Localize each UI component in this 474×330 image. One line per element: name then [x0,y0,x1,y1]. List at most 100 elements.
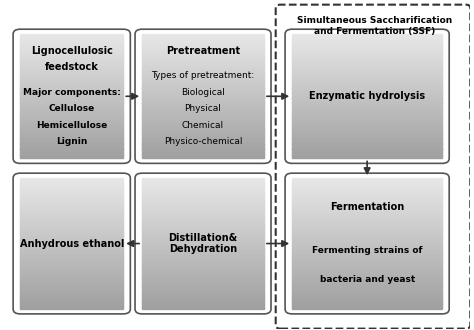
Bar [142,284,264,285]
Bar [142,142,264,144]
Bar [292,40,442,42]
Bar [20,212,123,214]
Bar [292,61,442,63]
Bar [292,96,442,98]
Bar [142,146,264,147]
Bar [142,250,264,251]
Bar [142,279,264,280]
Bar [292,121,442,122]
Bar [20,43,123,44]
Bar [292,239,442,241]
Bar [142,86,264,87]
Bar [142,264,264,266]
Bar [142,69,264,70]
Bar [20,40,123,42]
Bar [292,273,442,275]
Bar [20,152,123,153]
Bar [292,259,442,261]
Bar [292,157,442,158]
Bar [142,242,264,244]
Bar [292,107,442,109]
Bar [292,282,442,284]
Bar [142,122,264,124]
Bar [142,151,264,152]
Bar [292,153,442,155]
Bar [20,243,123,245]
Text: bacteria and yeast: bacteria and yeast [319,276,415,284]
Bar [292,145,442,146]
Bar [20,182,123,183]
Bar [142,189,264,191]
Bar [142,98,264,100]
Bar [142,67,264,69]
Text: Pretreatment: Pretreatment [166,46,240,56]
Bar [292,255,442,257]
Bar [292,131,442,132]
Bar [292,128,442,130]
Bar [292,254,442,255]
Bar [20,136,123,137]
Bar [142,263,264,264]
Bar [20,34,123,35]
Bar [20,277,123,279]
Bar [20,306,123,308]
Bar [142,131,264,132]
Bar [20,112,123,114]
Bar [20,123,123,125]
Bar [292,103,442,105]
Bar [292,260,442,262]
Bar [142,126,264,127]
Bar [142,256,264,258]
Bar [20,203,123,204]
Bar [20,254,123,255]
Bar [20,178,123,180]
Bar [20,64,123,65]
Bar [292,143,442,145]
Bar [292,263,442,264]
Bar [20,237,123,238]
Bar [142,302,264,304]
Bar [292,111,442,113]
Bar [142,115,264,116]
Bar [142,52,264,54]
Bar [292,60,442,61]
Bar [20,116,123,117]
Bar [20,242,123,244]
Bar [20,60,123,61]
Bar [20,80,123,82]
Bar [142,49,264,50]
Bar [20,216,123,217]
Bar [20,267,123,268]
Bar [142,83,264,85]
Bar [20,238,123,240]
Bar [142,74,264,75]
Bar [20,298,123,300]
Bar [142,238,264,240]
Bar [142,181,264,182]
Bar [20,76,123,78]
Text: Fermenting strains of: Fermenting strains of [312,246,422,255]
Text: Major components:: Major components: [23,88,121,97]
Bar [20,49,123,50]
Bar [20,217,123,219]
Bar [20,205,123,207]
Bar [292,69,442,70]
Bar [292,123,442,125]
Bar [20,91,123,92]
Bar [292,248,442,250]
Bar [142,76,264,78]
Bar [20,185,123,187]
Bar [142,298,264,300]
Bar [142,213,264,215]
Bar [142,211,264,212]
Bar [20,289,123,291]
Bar [292,88,442,90]
Bar [20,59,123,60]
Bar [20,90,123,91]
Bar [292,241,442,242]
Bar [292,100,442,101]
Bar [20,282,123,284]
Bar [142,128,264,130]
Bar [142,260,264,262]
Bar [20,247,123,249]
